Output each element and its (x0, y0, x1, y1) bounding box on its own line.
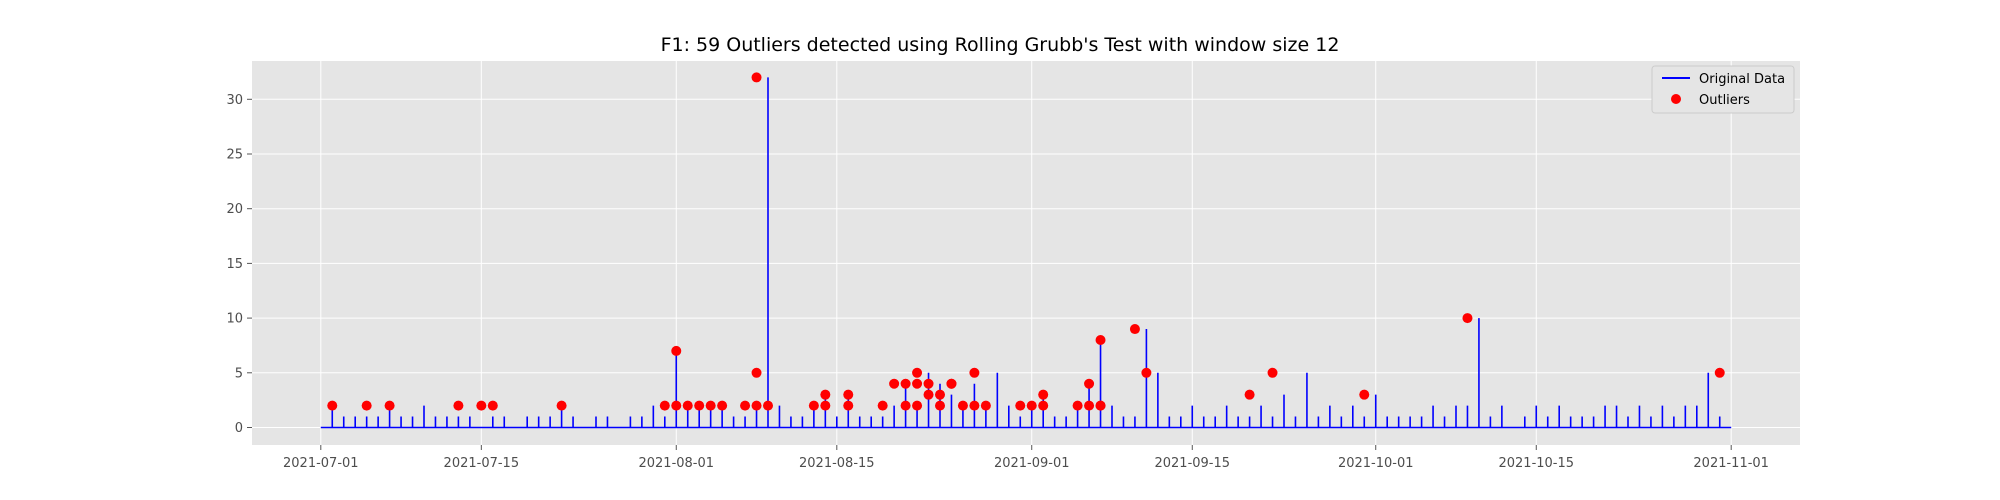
outlier-point (1267, 367, 1278, 378)
outlier-point (912, 378, 923, 389)
outlier-point (1038, 400, 1049, 411)
outlier-point (969, 367, 980, 378)
y-tick-label: 30 (226, 93, 243, 108)
outlier-point (682, 400, 693, 411)
x-tick-label: 2021-11-01 (1693, 456, 1769, 471)
outlier-point (453, 400, 464, 411)
outlier-point (1244, 389, 1255, 400)
outlier-point (1026, 400, 1037, 411)
outlier-point (1095, 400, 1106, 411)
outlier-point (900, 378, 911, 389)
outlier-point (808, 400, 819, 411)
legend: Original Data Outliers (1651, 65, 1795, 114)
outlier-point (957, 400, 968, 411)
outlier-point (705, 400, 716, 411)
outlier-point (751, 72, 762, 83)
x-tick-label: 2021-07-01 (283, 456, 359, 471)
y-tick-label: 10 (226, 312, 243, 327)
outlier-point (1072, 400, 1083, 411)
y-tick-label: 20 (226, 202, 243, 217)
plot-area (252, 61, 1800, 445)
outlier-point (671, 345, 682, 356)
outlier-point (384, 400, 395, 411)
outlier-point (889, 378, 900, 389)
outlier-point (671, 400, 682, 411)
outlier-point (843, 400, 854, 411)
y-tick-label: 0 (235, 421, 243, 436)
grid-lines (252, 61, 1800, 445)
outlier-point (843, 389, 854, 400)
legend-dot-icon (1671, 94, 1681, 104)
x-tick-label: 2021-10-15 (1498, 456, 1574, 471)
outlier-point (1359, 389, 1370, 400)
legend-label-original-data: Original Data (1699, 72, 1785, 87)
outlier-point (476, 400, 487, 411)
legend-label-outliers: Outliers (1699, 93, 1750, 108)
x-tick-label: 2021-09-15 (1154, 456, 1230, 471)
axis-ticks: 0 5 10 15 20 25 30 2021-07-01 2021-07-15 2021-08-… (226, 93, 1769, 471)
y-tick-label: 15 (226, 257, 243, 272)
y-tick-label: 25 (226, 147, 243, 162)
outlier-point (694, 400, 705, 411)
outlier-point (487, 400, 498, 411)
outlier-point (717, 400, 728, 411)
outlier-point (1084, 378, 1095, 389)
outlier-point (980, 400, 991, 411)
outlier-point (751, 367, 762, 378)
outlier-point (1141, 367, 1152, 378)
outlier-point (900, 400, 911, 411)
y-tick-label: 5 (235, 366, 243, 381)
outlier-point (1038, 389, 1049, 400)
outlier-point (1714, 367, 1725, 378)
outlier-point (946, 378, 957, 389)
outlier-point (912, 367, 923, 378)
outlier-point (912, 400, 923, 411)
outlier-point (1129, 324, 1140, 335)
original-data-series (320, 77, 1732, 429)
outlier-point (556, 400, 567, 411)
x-tick-label: 2021-10-01 (1338, 456, 1414, 471)
outlier-point (877, 400, 888, 411)
x-tick-label: 2021-08-01 (638, 456, 714, 471)
outlier-point (751, 400, 762, 411)
outlier-point (969, 400, 980, 411)
outlier-point (923, 378, 934, 389)
outlier-point (820, 389, 831, 400)
outlier-point (1462, 313, 1473, 324)
outlier-point (1095, 334, 1106, 345)
outlier-point (763, 400, 773, 411)
outlier-point (327, 400, 338, 411)
x-tick-label: 2021-07-15 (444, 456, 520, 471)
outlier-point (1084, 400, 1095, 411)
outlier-point (1015, 400, 1026, 411)
outlier-point (923, 389, 934, 400)
x-tick-label: 2021-09-01 (994, 456, 1070, 471)
outlier-point (820, 400, 831, 411)
x-tick-label: 2021-08-15 (799, 456, 875, 471)
chart-title: F1: 59 Outliers detected using Rolling G… (661, 34, 1340, 56)
original-data-line (320, 77, 1732, 429)
outlier-point (935, 389, 945, 400)
outliers-series (327, 72, 1725, 411)
outlier-point (740, 400, 751, 411)
outlier-point (935, 400, 945, 411)
outlier-point (659, 400, 670, 411)
outlier-point (361, 400, 372, 411)
